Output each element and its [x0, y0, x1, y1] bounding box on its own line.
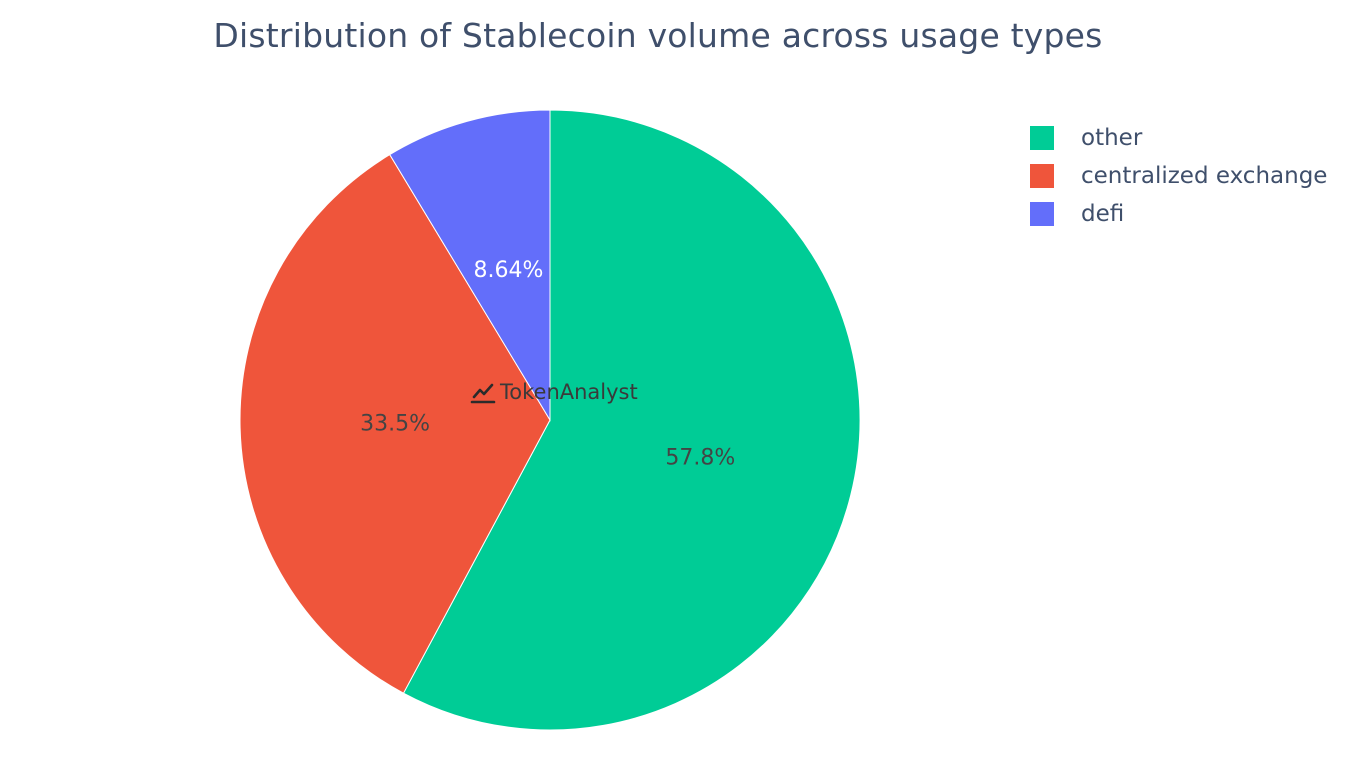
legend-swatch	[1030, 126, 1054, 150]
chart-trend-icon	[470, 383, 496, 404]
legend-item-defi[interactable]: defi	[1030, 201, 1124, 227]
legend-item-other[interactable]: other	[1030, 125, 1143, 151]
pie-slice-centralized-exchange[interactable]	[239, 153, 551, 694]
pie-slices	[239, 109, 861, 731]
legend-label: centralized exchange	[1081, 163, 1327, 189]
slice-label-defi: 8.64%	[473, 258, 543, 283]
legend-swatch	[1030, 202, 1054, 226]
chart-title: Distribution of Stablecoin volume across…	[213, 16, 1103, 55]
pie-slice-defi[interactable]	[389, 109, 551, 422]
legend-swatch	[1030, 164, 1054, 188]
pie-slice-other[interactable]	[402, 109, 861, 731]
legend-label: defi	[1081, 201, 1124, 227]
slice-label-centralized-exchange: 33.5%	[360, 411, 430, 436]
watermark-text: TokenAnalyst	[499, 380, 638, 404]
legend-item-centralized-exchange[interactable]: centralized exchange	[1030, 163, 1327, 189]
watermark: TokenAnalyst	[470, 380, 638, 404]
legend: other centralized exchange defi	[1030, 125, 1327, 227]
slice-label-other: 57.8%	[665, 445, 735, 470]
slice-labels: 57.8% 33.5% 8.64%	[360, 258, 735, 470]
legend-label: other	[1081, 125, 1143, 151]
